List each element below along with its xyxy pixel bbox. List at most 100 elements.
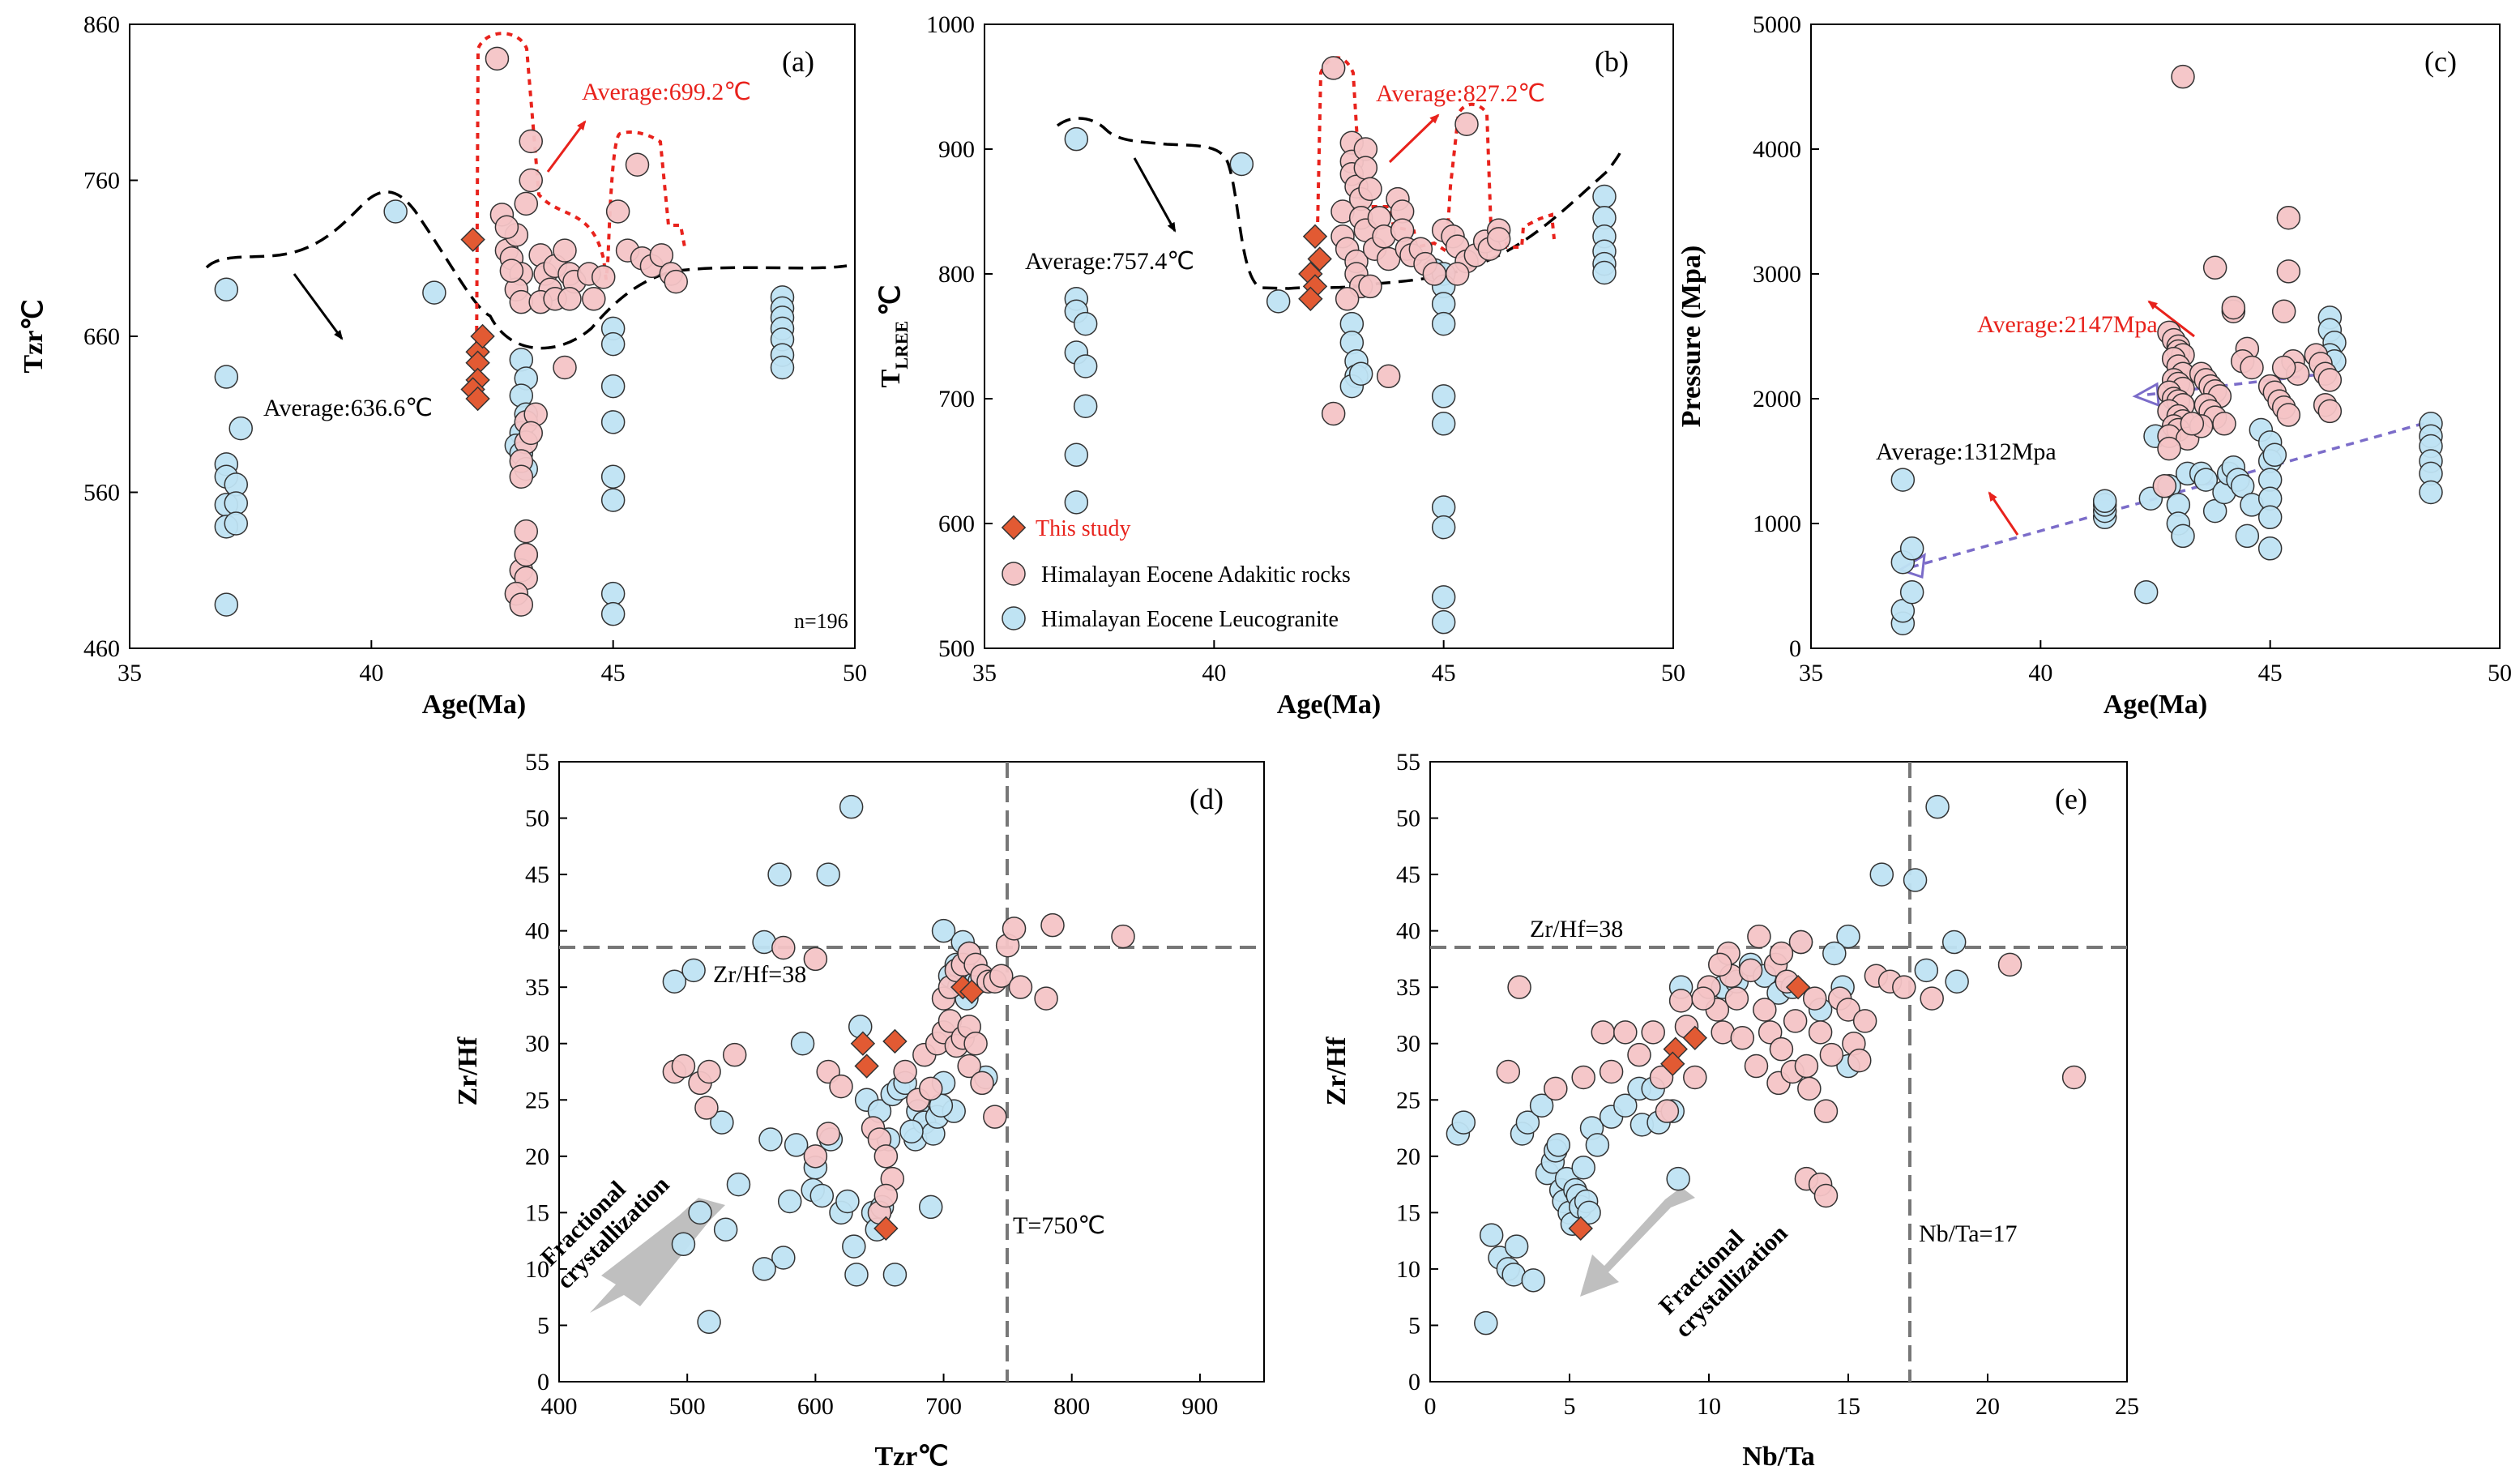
panel-d-x-title: Tzr℃ <box>874 1442 948 1472</box>
panel-d-xtick-label-1: 500 <box>669 1393 706 1420</box>
panel-b-leuco-point-7 <box>1073 354 1098 378</box>
panel-a-xtick-label-3: 50 <box>843 660 867 686</box>
legend-adakitic-label: Himalayan Eocene Adakitic rocks <box>1041 562 1351 588</box>
panel-e-ref-v-label: Nb/Ta=17 <box>1919 1220 2017 1247</box>
panel-d-leuco-point-12 <box>752 1257 776 1281</box>
panel-a-adakitic-point-38 <box>514 519 539 544</box>
panel-c-adakitic-point-53 <box>2317 368 2343 392</box>
panel-c-leuco-point-3 <box>1890 468 1916 492</box>
panel-e-ytick-label-5: 25 <box>1396 1087 1420 1113</box>
panel-b-leuco-point-4 <box>1064 442 1089 468</box>
panel-c-leuco-point-9 <box>2092 489 2117 514</box>
panel-d-adakitic-point-39 <box>1034 986 1058 1011</box>
panel-d-study-point-4 <box>882 1028 908 1054</box>
panel-d-adakitic-point-46 <box>803 1144 828 1169</box>
panel-c-adakitic-point-1 <box>2202 255 2227 280</box>
panel-a-adakitic-point-37 <box>509 464 534 489</box>
panel-e-study-points <box>1568 974 1811 1242</box>
panel-e-study-point-4 <box>1568 1216 1593 1242</box>
panel-a-leuco-point-6 <box>214 592 239 617</box>
panel-c-adakitic-point-55 <box>2317 399 2343 424</box>
panel-a-red-envelope <box>475 32 686 378</box>
panel-c-leuco-point-10 <box>2133 579 2159 605</box>
panel-a-average-red: Average:699.2℃ <box>582 79 751 105</box>
panel-c-leuco-point-46 <box>2419 480 2443 505</box>
panel-d-frame <box>558 761 1265 1383</box>
panel-b-ytick-label-1: 600 <box>938 511 975 537</box>
panel-d-ytick-label-6: 30 <box>525 1031 549 1058</box>
panel-b-ytick-label-4: 900 <box>938 136 975 163</box>
panel-b-leuco-point-22 <box>1431 384 1456 408</box>
panel-d-ytick-label-3: 15 <box>525 1199 549 1226</box>
panel-c-adakitic-point-0 <box>2171 64 2195 89</box>
panel-e-adakitic-point-7 <box>1627 1042 1651 1067</box>
panel-d-ytick-label-5: 25 <box>525 1087 549 1113</box>
panel-e-x-ticks: 0 5 10 15 20 25 <box>1424 1374 2139 1420</box>
panel-c-xtick-label-3: 50 <box>2488 660 2512 686</box>
panel-e-leuco-point-55 <box>1822 941 1847 966</box>
panel-b-average-black: Average:757.4℃ <box>1025 248 1194 275</box>
panel-b-adakitic-point-13 <box>1358 177 1382 202</box>
panel-e-ytick-label-11: 55 <box>1396 749 1420 776</box>
panel-e-xtick-label-4: 20 <box>1975 1393 2000 1420</box>
panel-d-adakitic-point-42 <box>957 1053 981 1079</box>
panel-e-xtick-label-3: 15 <box>1836 1393 1860 1420</box>
panel-b-adakitic-point-30 <box>1422 262 1447 286</box>
panel-d-adakitic-point-17 <box>918 1076 943 1101</box>
panel-d-adakitic-point-14 <box>893 1059 917 1084</box>
panel-a-n-label: n=196 <box>794 609 848 633</box>
panel-a-adakitic-point-0 <box>485 46 510 71</box>
panel-e-adakitic-point-51 <box>2061 1065 2086 1090</box>
panel-e-leuco-point-47 <box>1836 924 1860 949</box>
panel-a-x-ticks: 35 40 45 50 <box>117 640 867 686</box>
panel-e-ytick-label-6: 30 <box>1396 1031 1420 1058</box>
panel-c-leuco-point-5 <box>1899 536 1924 561</box>
panel-b-xtick-label-1: 40 <box>1202 660 1226 686</box>
panel-c-adakitic-points <box>2152 64 2343 498</box>
legend-leuco-label: Himalayan Eocene Leucogranite <box>1041 607 1339 632</box>
panel-c: 35 40 45 50 0 1000 2000 3000 4000 5000 Average:2… <box>1676 11 2512 720</box>
panel-e-adakitic-point-49 <box>1920 986 1944 1011</box>
panel-e-ytick-label-8: 40 <box>1396 918 1420 945</box>
svg-text:Fractionalcrystallization: Fractionalcrystallization <box>1651 1200 1793 1343</box>
panel-a-adakitic-point-45 <box>553 355 577 380</box>
panel-b-leuco-point-6 <box>1073 311 1098 336</box>
panel-a-y-ticks: 460 560 660 760 860 <box>83 11 138 662</box>
panel-c-adakitic-point-4 <box>2271 299 2296 323</box>
panel-e-adakitic-point-33 <box>1797 1076 1822 1101</box>
panel-a-study-point-5 <box>465 386 490 412</box>
panel-c-leuco-point-19 <box>2193 468 2219 492</box>
panel-a-adakitic-point-14 <box>553 238 577 263</box>
panel-d-study-point-3 <box>854 1053 879 1079</box>
panel-e-adakitic-point-31 <box>1788 930 1813 955</box>
panel-b-study-points <box>1298 224 1332 312</box>
panel-d-leuco-point-5 <box>710 1110 734 1135</box>
panel-d-adakitic-point-47 <box>816 1122 840 1146</box>
panel-d-leuco-point-23 <box>839 794 864 819</box>
panel-e-leuco-point-7 <box>1504 1234 1529 1259</box>
panel-b-xtick-label-3: 50 <box>1661 660 1685 686</box>
panel-b-adakitic-point-1 <box>1321 401 1346 426</box>
panel-d-leuco-point-14 <box>784 1133 809 1157</box>
panel-b-adakitic-point-21 <box>1376 246 1401 271</box>
panel-c-label: (c) <box>2424 45 2457 78</box>
panel-c-leuco-point-34 <box>2257 536 2283 561</box>
panel-e-adakitic-point-13 <box>1683 1065 1707 1090</box>
panel-d-leuco-point-1 <box>681 958 706 983</box>
panel-a-adakitic-point-19 <box>605 199 630 224</box>
panel-b-leuco-point-26 <box>1431 585 1456 609</box>
panel-e-xtick-label-5: 25 <box>2115 1393 2139 1420</box>
panel-d-study-point-5 <box>873 1216 899 1242</box>
panel-b-study-point-0 <box>1302 224 1328 250</box>
panel-c-xtick-label-1: 40 <box>2028 660 2052 686</box>
panel-c-ytick-label-4: 4000 <box>1753 136 1801 163</box>
panel-c-y-title: Pressure (Mpa) <box>1676 246 1706 427</box>
panel-c-average-black: Average:1312Mpa <box>1876 438 2057 465</box>
panel-d-leuco-point-44 <box>931 918 956 943</box>
panel-b-leuco-point-8 <box>1073 394 1098 418</box>
panel-a-label: (a) <box>782 45 814 78</box>
panel-b-ytick-label-2: 700 <box>938 386 975 412</box>
legend-study-label: This study <box>1036 516 1130 541</box>
panel-e-adakitic-point-21 <box>1738 958 1763 983</box>
panel-d-study-point-1 <box>959 979 985 1004</box>
